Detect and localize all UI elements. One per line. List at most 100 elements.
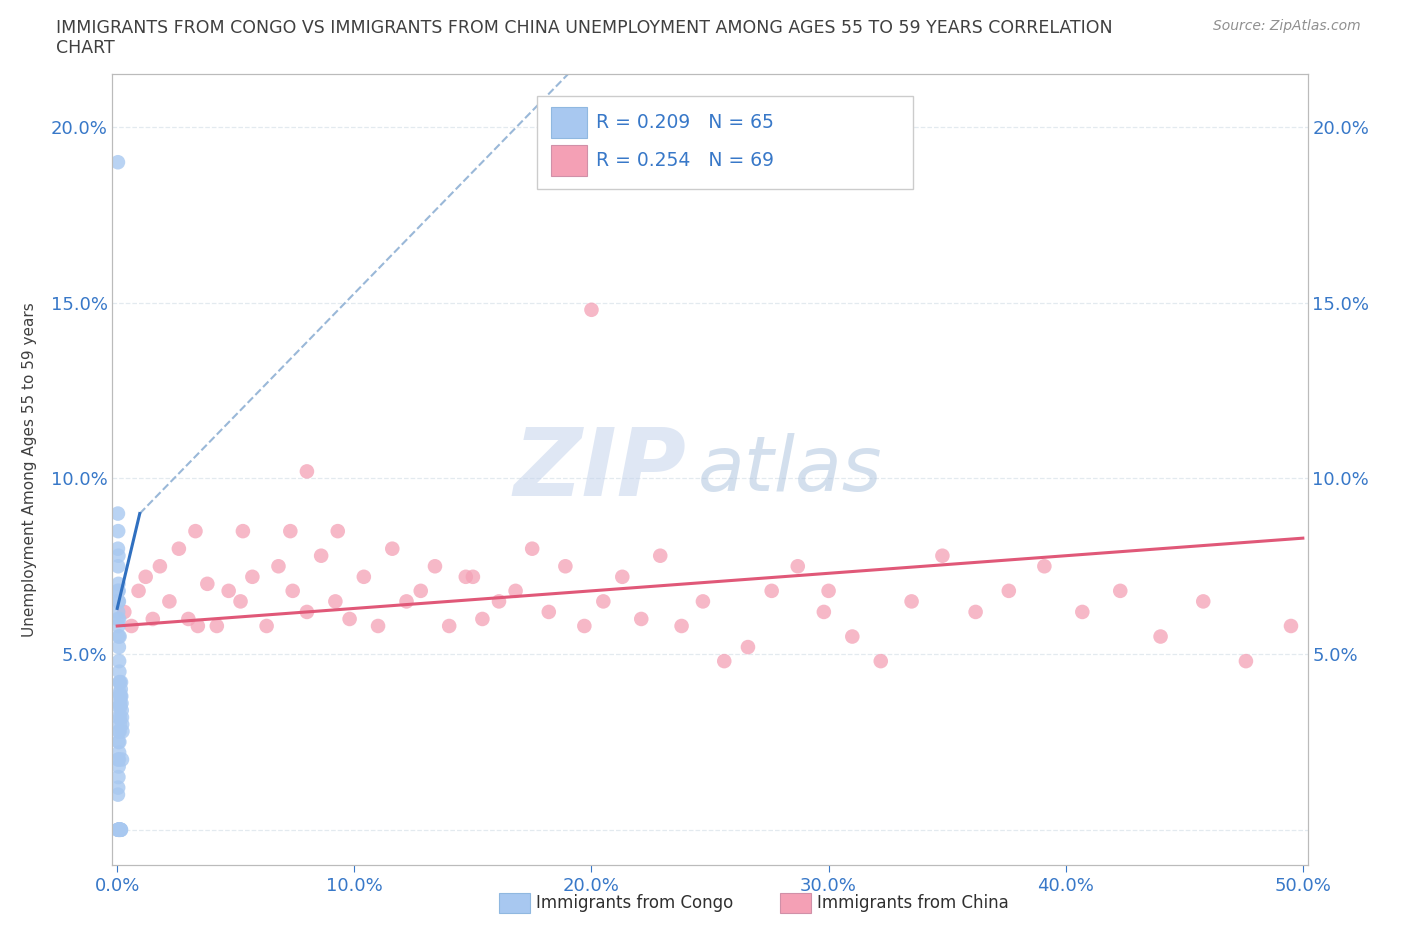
Point — [650, 549, 672, 564]
Point — [120, 618, 142, 633]
Point — [195, 577, 218, 591]
FancyBboxPatch shape — [537, 96, 914, 189]
Point — [108, 724, 131, 738]
Point — [108, 696, 131, 711]
Point — [110, 699, 132, 714]
Point — [107, 604, 129, 619]
Point — [574, 618, 596, 633]
Point — [813, 604, 835, 619]
Point — [135, 569, 157, 584]
Text: IMMIGRANTS FROM CONGO VS IMMIGRANTS FROM CHINA UNEMPLOYMENT AMONG AGES 55 TO 59 : IMMIGRANTS FROM CONGO VS IMMIGRANTS FROM… — [56, 19, 1114, 36]
Text: Immigrants from Congo: Immigrants from Congo — [536, 894, 733, 912]
Point — [107, 822, 129, 837]
Point — [309, 549, 332, 564]
Point — [612, 569, 634, 584]
Point — [367, 618, 389, 633]
Point — [107, 612, 129, 627]
FancyBboxPatch shape — [551, 145, 586, 177]
Point — [931, 549, 953, 564]
Point — [128, 583, 150, 598]
Point — [326, 524, 349, 538]
Point — [107, 559, 129, 574]
Point — [423, 559, 446, 574]
Point — [281, 583, 304, 598]
Point — [108, 675, 131, 690]
Point — [107, 770, 129, 785]
Point — [177, 612, 200, 627]
Text: Immigrants from China: Immigrants from China — [817, 894, 1008, 912]
Text: R = 0.254   N = 69: R = 0.254 N = 69 — [596, 151, 775, 170]
Point — [107, 541, 129, 556]
Point — [278, 524, 301, 538]
Point — [454, 569, 477, 584]
Point — [187, 618, 209, 633]
Point — [108, 699, 131, 714]
Point — [110, 822, 132, 837]
Point — [242, 569, 264, 584]
Point — [488, 594, 510, 609]
Point — [111, 717, 134, 732]
Point — [110, 689, 132, 704]
Point — [108, 689, 131, 704]
Text: Source: ZipAtlas.com: Source: ZipAtlas.com — [1213, 19, 1361, 33]
Point — [184, 524, 207, 538]
Point — [167, 541, 190, 556]
Point — [1109, 583, 1132, 598]
Point — [841, 629, 863, 644]
Point — [108, 594, 131, 609]
Point — [108, 752, 131, 767]
Point — [110, 696, 132, 711]
Point — [232, 524, 254, 538]
Point — [107, 524, 129, 538]
Point — [353, 569, 375, 584]
Point — [111, 724, 134, 738]
Point — [108, 640, 131, 655]
Point — [461, 569, 484, 584]
Point — [108, 685, 131, 700]
Point — [1234, 654, 1257, 669]
Point — [713, 654, 735, 669]
Point — [107, 154, 129, 169]
Point — [592, 594, 614, 609]
Point — [107, 822, 129, 837]
Point — [218, 583, 240, 598]
Point — [869, 654, 891, 669]
Point — [107, 822, 129, 837]
Point — [157, 594, 180, 609]
Point — [900, 594, 922, 609]
Point — [107, 618, 129, 633]
Point — [108, 745, 131, 760]
Point — [108, 822, 131, 837]
Point — [339, 612, 361, 627]
Point — [107, 787, 129, 802]
Point — [737, 640, 759, 655]
Point — [409, 583, 432, 598]
Point — [110, 689, 132, 704]
Point — [142, 612, 165, 627]
Point — [107, 506, 129, 521]
Point — [108, 822, 131, 837]
Point — [1149, 629, 1171, 644]
Point — [108, 822, 131, 837]
Point — [692, 594, 714, 609]
Point — [108, 710, 131, 724]
Point — [471, 612, 494, 627]
Point — [108, 664, 131, 679]
Point — [295, 464, 318, 479]
Point — [107, 822, 129, 837]
Text: CHART: CHART — [56, 39, 115, 57]
Point — [786, 559, 808, 574]
Point — [107, 752, 129, 767]
Point — [110, 822, 132, 837]
Point — [537, 604, 560, 619]
Point — [1279, 618, 1302, 633]
Point — [107, 710, 129, 724]
Text: atlas: atlas — [699, 432, 883, 507]
Point — [108, 675, 131, 690]
Point — [108, 612, 131, 627]
Point — [267, 559, 290, 574]
Point — [110, 822, 132, 837]
Point — [112, 604, 135, 619]
Point — [256, 618, 278, 633]
Point — [522, 541, 544, 556]
